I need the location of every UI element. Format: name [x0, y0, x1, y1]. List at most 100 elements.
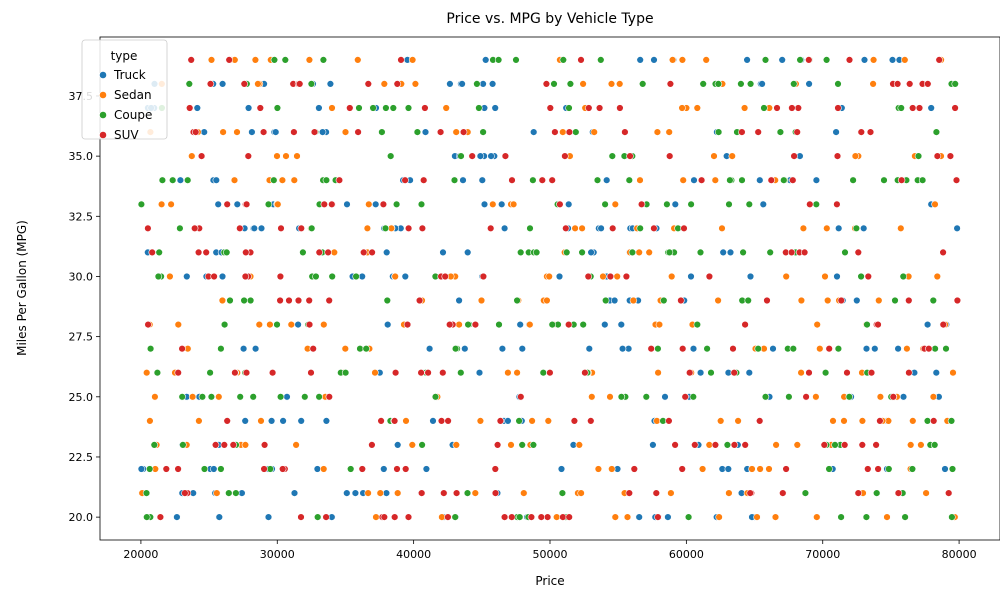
point-sedan: [341, 128, 350, 136]
point-suv: [225, 56, 233, 64]
point-coupe: [526, 224, 534, 233]
point-coupe: [593, 176, 602, 184]
point-truck: [351, 489, 360, 497]
point-coupe: [789, 345, 797, 353]
point-suv: [542, 80, 551, 88]
point-coupe: [341, 369, 350, 377]
point-sedan: [292, 441, 300, 449]
point-coupe: [240, 296, 248, 305]
points-layer: [137, 56, 962, 521]
point-suv: [864, 272, 872, 281]
point-truck: [401, 272, 409, 281]
point-truck: [832, 128, 840, 136]
point-sedan: [883, 513, 891, 521]
point-coupe: [880, 176, 888, 184]
point-truck: [313, 465, 322, 473]
point-coupe: [308, 224, 316, 233]
point-suv: [893, 80, 902, 88]
point-sedan: [710, 152, 718, 160]
point-truck: [953, 224, 961, 233]
point-coupe: [153, 369, 162, 377]
point-sedan: [520, 489, 528, 497]
point-coupe: [494, 56, 503, 64]
point-truck: [649, 441, 657, 449]
point-truck: [597, 224, 605, 233]
x-tick-label: 50000: [533, 548, 568, 561]
point-truck: [343, 489, 351, 497]
point-suv: [202, 248, 210, 257]
point-suv: [279, 465, 287, 473]
point-suv: [678, 345, 687, 353]
point-suv: [346, 104, 354, 112]
point-suv: [854, 248, 862, 257]
point-suv: [377, 417, 385, 425]
point-suv: [953, 296, 962, 305]
point-suv: [354, 128, 362, 136]
point-truck: [491, 104, 499, 112]
point-truck: [382, 489, 391, 497]
point-coupe: [625, 176, 633, 184]
point-coupe: [597, 56, 605, 64]
point-coupe: [932, 128, 941, 136]
point-coupe: [897, 104, 905, 112]
point-sedan: [623, 513, 632, 521]
point-sedan: [504, 369, 512, 377]
point-coupe: [746, 80, 755, 88]
point-coupe: [891, 296, 899, 305]
point-coupe: [689, 393, 697, 401]
point-coupe: [931, 345, 939, 353]
point-sedan: [716, 417, 725, 425]
point-coupe: [513, 296, 521, 305]
point-coupe: [532, 248, 541, 257]
point-sedan: [753, 513, 761, 521]
point-suv: [436, 128, 445, 136]
point-suv: [452, 489, 461, 497]
point-coupe: [154, 272, 163, 281]
point-suv: [908, 104, 917, 112]
point-coupe: [638, 80, 647, 88]
point-suv: [211, 441, 220, 449]
point-sedan: [772, 441, 780, 449]
point-suv: [606, 272, 615, 281]
point-sedan: [287, 320, 295, 329]
point-suv: [277, 224, 285, 233]
point-suv: [310, 128, 319, 136]
point-coupe: [821, 369, 830, 377]
point-coupe: [663, 200, 671, 209]
point-suv: [178, 345, 186, 353]
point-sedan: [230, 176, 239, 184]
point-suv: [671, 441, 679, 449]
point-suv: [637, 200, 646, 209]
point-truck: [650, 56, 658, 64]
point-coupe: [381, 224, 390, 233]
point-sedan: [371, 369, 379, 377]
point-suv: [730, 369, 738, 377]
point-coupe: [834, 345, 843, 353]
point-sedan: [372, 513, 380, 521]
point-truck: [518, 345, 526, 353]
point-coupe: [942, 345, 950, 353]
point-suv: [415, 296, 424, 305]
x-tick-label: 70000: [805, 548, 840, 561]
point-coupe: [299, 248, 307, 257]
point-truck: [446, 80, 454, 88]
point-sedan: [665, 128, 673, 136]
point-coupe: [796, 56, 804, 64]
point-coupe: [273, 104, 282, 112]
point-suv: [259, 128, 268, 136]
point-suv: [206, 80, 215, 88]
point-coupe: [207, 393, 216, 401]
point-sedan: [251, 56, 260, 64]
point-sedan: [917, 441, 925, 449]
point-coupe: [801, 489, 810, 497]
point-truck: [555, 272, 564, 281]
point-suv: [393, 80, 401, 88]
point-suv: [187, 56, 195, 64]
point-coupe: [687, 200, 695, 209]
point-suv: [584, 272, 592, 281]
point-coupe: [737, 80, 745, 88]
point-sedan: [207, 56, 216, 64]
point-coupe: [831, 441, 839, 449]
point-suv: [391, 369, 400, 377]
point-sedan: [254, 80, 262, 88]
